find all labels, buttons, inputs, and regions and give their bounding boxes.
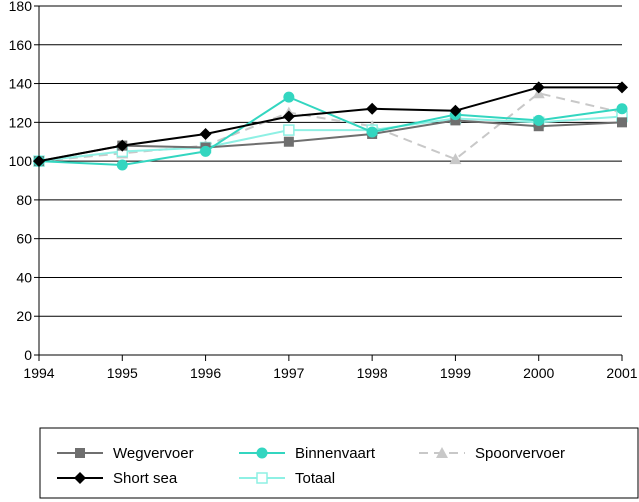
series-short-sea: [33, 81, 628, 168]
legend-label: Spoorvervoer: [475, 445, 565, 462]
data-point-wegvervoer: [533, 121, 544, 132]
y-tick-label: 120: [9, 114, 33, 130]
legend-label: Wegvervoer: [113, 445, 194, 462]
series-line-wegvervoer: [38, 119, 623, 163]
data-point-binnenvaart: [283, 91, 295, 103]
y-tick-label: 40: [16, 269, 32, 285]
data-point-short-sea: [282, 110, 295, 123]
legend-label: Short sea: [113, 470, 178, 487]
data-point-binnenvaart: [116, 159, 128, 171]
series-line-spoorvervoer: [38, 92, 623, 163]
x-tick-label: 1994: [23, 365, 54, 381]
gridlines: [39, 5, 622, 356]
series-binnenvaart: [33, 91, 628, 171]
legend-item-totaal: Totaal: [239, 470, 335, 487]
x-tick-label: 2001: [606, 365, 637, 381]
y-axis: 0 20 40 60 80 100 120 140 160 180: [9, 0, 40, 363]
y-tick-label: 20: [16, 308, 32, 324]
y-tick-label: 100: [9, 153, 33, 169]
y-tick-label: 80: [16, 192, 32, 208]
series-line-binnenvaart: [38, 96, 623, 166]
y-tick-label: 180: [9, 0, 33, 14]
data-point-binnenvaart: [533, 114, 545, 126]
data-point-short-sea: [366, 102, 379, 115]
series-line-totaal: [38, 115, 623, 163]
legend-item-spoorvervoer: Spoorvervoer: [419, 445, 565, 462]
x-tick-label: 1996: [190, 365, 221, 381]
data-point-binnenvaart: [366, 126, 378, 138]
data-point-wegvervoer: [283, 136, 294, 147]
legend-swatch-marker: [256, 472, 268, 484]
data-point-short-sea: [449, 104, 462, 117]
y-tick-label: 160: [9, 37, 33, 53]
series-layer: [33, 81, 628, 171]
data-point-binnenvaart: [200, 145, 212, 157]
legend-label: Totaal: [295, 470, 335, 487]
y-tick-label: 60: [16, 231, 32, 247]
x-axis: 1994 1995 1996 1997 1998 1999 2000 2001: [23, 354, 638, 381]
legend-item-wegvervoer: Wegvervoer: [57, 445, 194, 462]
data-point-short-sea: [199, 127, 212, 140]
y-tick-label: 0: [24, 347, 32, 363]
legend-swatch-marker: [74, 472, 86, 484]
data-point-wegvervoer: [450, 115, 461, 126]
x-tick-label: 1998: [357, 365, 388, 381]
legend-swatch-marker: [256, 447, 268, 459]
legend: Wegvervoer Binnenvaart Spoorvervoer Short s…: [39, 427, 639, 499]
legend-label: Binnenvaart: [295, 445, 376, 462]
data-point-short-sea: [116, 139, 129, 152]
data-point-short-sea: [532, 81, 545, 94]
x-tick-label: 1999: [440, 365, 471, 381]
data-point-binnenvaart: [616, 103, 628, 115]
data-point-short-sea: [33, 155, 45, 168]
series-line-short-sea: [38, 86, 622, 163]
legend-item-short-sea: Short sea: [57, 470, 178, 487]
legend-swatch-marker: [436, 447, 448, 458]
legend-item-binnenvaart: Binnenvaart: [239, 445, 376, 462]
legend-box: [39, 427, 639, 499]
data-point-short-sea: [616, 81, 628, 94]
x-tick-label: 1995: [107, 365, 138, 381]
data-point-wegvervoer: [617, 117, 627, 128]
data-point-spoorvervoer: [449, 153, 462, 165]
x-tick-label: 1997: [273, 365, 304, 381]
legend-swatch-marker: [75, 448, 85, 458]
y-tick-label: 140: [9, 76, 33, 92]
data-point-totaal: [283, 124, 295, 136]
x-tick-label: 2000: [523, 365, 554, 381]
